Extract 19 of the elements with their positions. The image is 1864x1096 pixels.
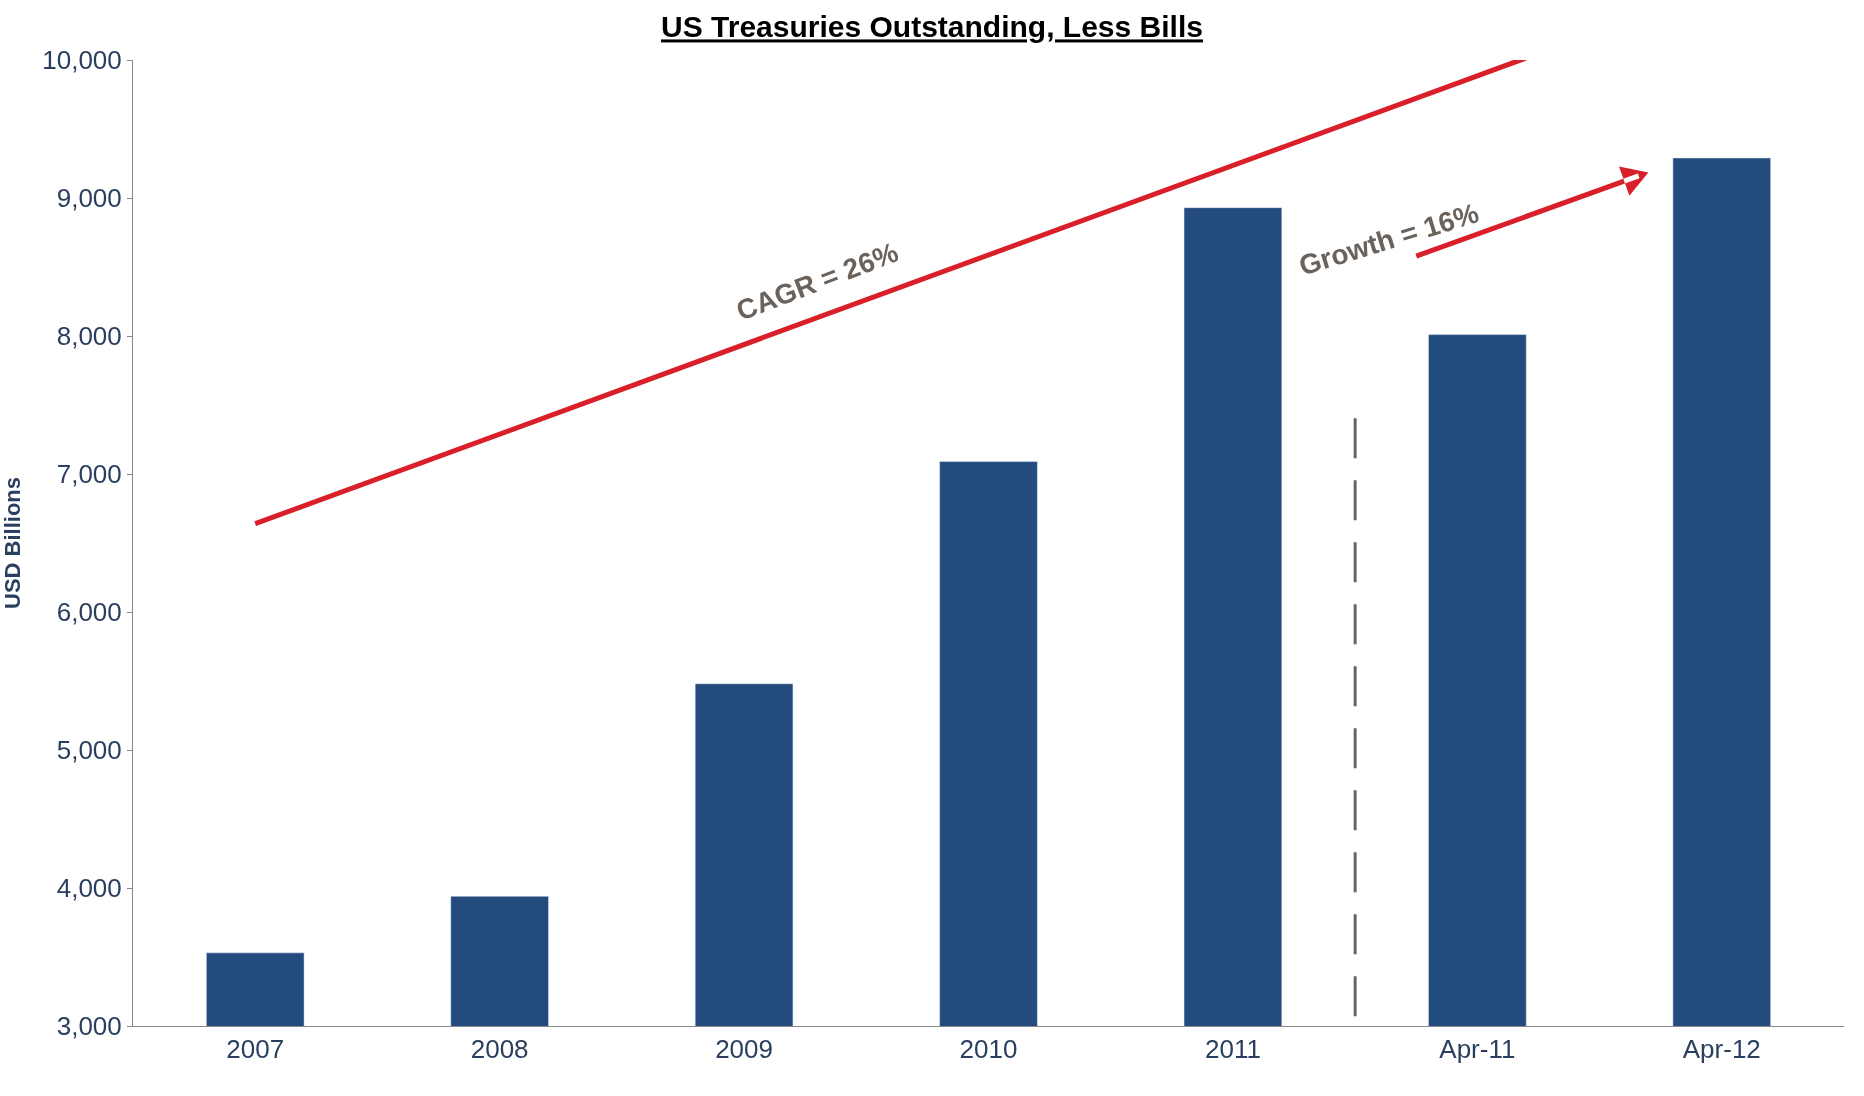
y-tick-label: 3,000 bbox=[56, 1011, 122, 1042]
y-axis-title: USD Billions bbox=[0, 476, 26, 610]
annotation: Growth = 16% bbox=[1295, 197, 1483, 282]
chart-title: US Treasuries Outstanding, Less Bills bbox=[661, 10, 1203, 44]
y-tick-label: 4,000 bbox=[56, 873, 122, 904]
x-tick-label: 2009 bbox=[715, 1034, 773, 1065]
y-tick-label: 8,000 bbox=[56, 321, 122, 352]
y-tick-label: 5,000 bbox=[56, 735, 122, 766]
x-tick-label: 2007 bbox=[226, 1034, 285, 1065]
x-tick-label: Apr-11 bbox=[1439, 1034, 1516, 1065]
x-tick-label: 2010 bbox=[959, 1034, 1018, 1065]
x-tick-label: 2011 bbox=[1204, 1034, 1261, 1065]
y-tick-label: 10,000 bbox=[42, 45, 122, 76]
x-tick-label: Apr-12 bbox=[1682, 1034, 1761, 1065]
x-tick-label: 2008 bbox=[470, 1034, 529, 1065]
y-tick-label: 7,000 bbox=[56, 459, 122, 490]
y-tick-label: 6,000 bbox=[56, 597, 122, 628]
y-tick-label: 9,000 bbox=[56, 183, 122, 214]
annotation: CAGR = 26% bbox=[732, 236, 903, 327]
